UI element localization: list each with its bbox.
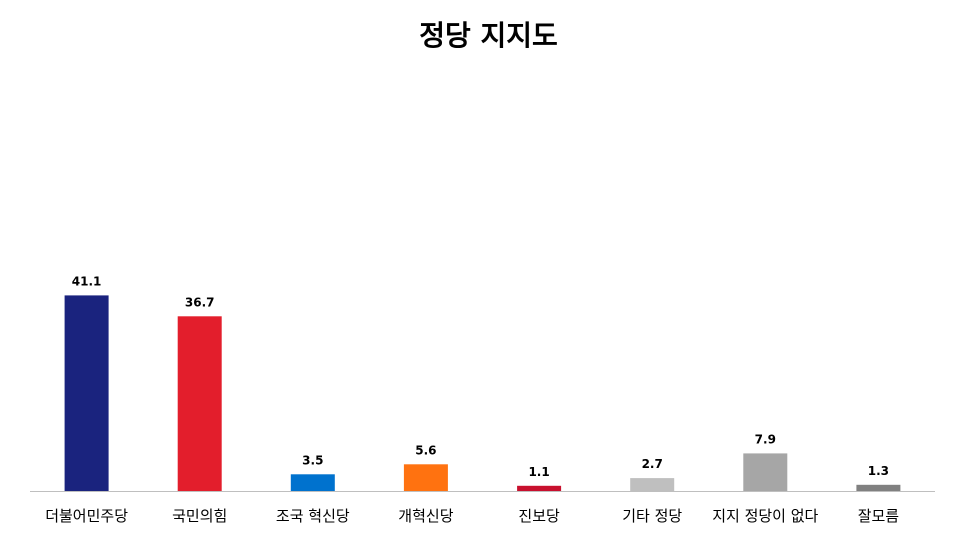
category-label: 더불어민주당 xyxy=(45,507,128,525)
chart-title: 정당 지지도 xyxy=(419,19,558,52)
category-label: 조국 혁신당 xyxy=(276,507,350,525)
bar xyxy=(856,484,901,491)
data-label: 5.6 xyxy=(415,443,436,457)
data-label: 1.1 xyxy=(528,465,549,479)
category-label: 지지 정당이 없다 xyxy=(712,507,818,525)
data-label: 1.3 xyxy=(868,464,889,478)
bar xyxy=(64,295,109,491)
bar xyxy=(403,464,448,491)
value-labels-group: 41.1 36.7 3.5 5.6 1.1 2.7 7.9 1.3 xyxy=(72,274,889,478)
bar xyxy=(743,453,788,491)
data-label: 2.7 xyxy=(642,457,663,471)
category-label: 진보당 xyxy=(518,507,560,525)
bar xyxy=(177,316,222,491)
bar xyxy=(290,474,335,491)
bar xyxy=(517,485,562,491)
data-label: 7.9 xyxy=(755,432,776,446)
category-label: 기타 정당 xyxy=(622,507,682,525)
data-label: 3.5 xyxy=(302,453,323,467)
category-label: 개혁신당 xyxy=(398,507,453,525)
bar xyxy=(630,478,675,491)
category-label: 잘모름 xyxy=(858,507,900,525)
data-label: 36.7 xyxy=(185,295,215,309)
category-label: 국민의힘 xyxy=(172,507,227,525)
bars-group xyxy=(64,295,901,491)
category-labels-group: 더불어민주당 국민의힘 조국 혁신당 개혁신당 진보당 기타 정당 지지 정당이 없다 잘모름 xyxy=(45,507,899,525)
data-label: 41.1 xyxy=(72,274,102,288)
